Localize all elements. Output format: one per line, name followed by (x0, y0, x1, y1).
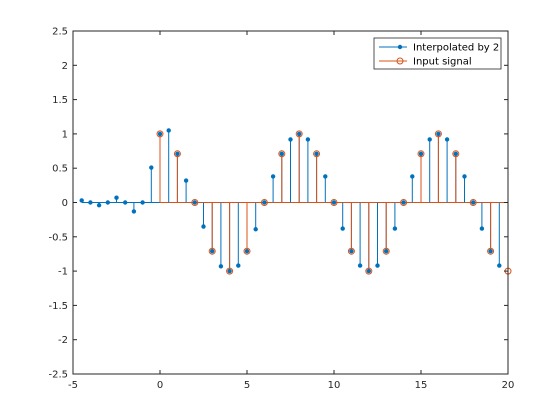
marker-series-1 (114, 195, 119, 200)
marker-series-2 (173, 150, 181, 158)
marker-series-1 (149, 165, 154, 170)
marker-series-2 (260, 199, 268, 206)
marker-series-1 (305, 137, 311, 142)
marker-series-1 (297, 131, 302, 137)
marker-series-1 (323, 174, 328, 179)
y-tick-label: 0 (62, 198, 68, 209)
y-tick-label: 0.5 (52, 164, 68, 175)
legend-box (373, 37, 502, 70)
marker-series-1 (340, 226, 345, 231)
y-tick-label: 2 (62, 61, 68, 72)
marker-series-1 (96, 203, 102, 208)
marker-series-2 (278, 150, 286, 158)
marker-series-1 (105, 200, 111, 205)
stems (81, 130, 509, 272)
marker-series-1 (262, 200, 267, 205)
marker-series-1 (436, 131, 441, 137)
x-tick-label: 20 (502, 380, 515, 391)
marker-series-1 (210, 249, 215, 254)
marker-series-1 (157, 131, 163, 137)
y-tick-label: -2 (58, 335, 68, 346)
legend-marker-input (396, 57, 404, 65)
x-tick-labels: -5 0 5 10 15 20 (68, 380, 514, 391)
x-tick-label: -5 (68, 380, 78, 391)
marker-series-1 (166, 128, 171, 133)
marker-series-1 (279, 151, 284, 156)
marker-series-1 (123, 200, 128, 205)
marker-series-1 (401, 200, 406, 205)
marker-series-1 (462, 174, 467, 179)
marker-series-1 (314, 151, 319, 156)
marker-series-1 (375, 263, 380, 268)
marker-series-2 (313, 150, 321, 158)
marker-series-1 (192, 200, 197, 205)
markers (79, 128, 512, 275)
marker-series-2 (226, 267, 234, 275)
marker-series-1 (201, 224, 206, 229)
marker-series-1 (236, 263, 241, 268)
marker-series-1 (253, 227, 258, 232)
marker-series-1 (453, 151, 458, 156)
legend-marker-interpolated (397, 44, 403, 50)
marker-series-2 (156, 130, 164, 138)
marker-series-1 (357, 263, 363, 268)
marker-series-2 (365, 267, 373, 275)
legend-label-input: Input signal (413, 57, 472, 68)
marker-series-1 (427, 137, 432, 142)
marker-series-2 (330, 199, 338, 206)
marker-series-2 (382, 247, 390, 255)
marker-series-1 (244, 249, 250, 254)
marker-series-1 (131, 209, 137, 214)
marker-series-1 (444, 137, 450, 142)
marker-series-2 (487, 247, 495, 255)
legend: Interpolated by 2 Input signal (373, 37, 502, 70)
y-tick-label: -1 (58, 267, 68, 278)
marker-series-2 (295, 130, 303, 138)
marker-series-1 (140, 200, 145, 205)
marker-series-2 (452, 150, 460, 158)
marker-series-2 (208, 247, 216, 255)
axis-ticks (72, 30, 509, 375)
y-tick-label: -2.5 (48, 370, 68, 381)
marker-series-1 (366, 268, 371, 274)
marker-series-1 (418, 151, 424, 156)
marker-series-2 (400, 199, 408, 206)
marker-series-1 (270, 174, 276, 179)
y-tick-label: 1.5 (52, 95, 68, 106)
y-tick-label: 2.5 (52, 27, 68, 38)
marker-series-2 (243, 247, 251, 255)
x-tick-label: 15 (415, 380, 428, 391)
marker-series-1 (175, 151, 180, 156)
marker-series-1 (79, 198, 84, 203)
marker-series-1 (349, 249, 354, 254)
marker-series-2 (434, 130, 442, 138)
marker-series-1 (331, 200, 337, 205)
y-tick-label: 1 (62, 129, 68, 140)
marker-series-2 (469, 199, 477, 206)
marker-series-1 (227, 268, 232, 274)
marker-series-1 (384, 249, 389, 254)
x-tick-label: 5 (244, 380, 250, 391)
marker-series-1 (497, 263, 502, 268)
y-tick-label: -0.5 (48, 232, 68, 243)
marker-series-1 (392, 226, 398, 231)
x-tick-label: 0 (157, 380, 163, 391)
legend-label-interpolated: Interpolated by 2 (413, 43, 499, 54)
marker-series-1 (288, 137, 293, 142)
y-tick-labels: -2.5 -2 -1.5 -1 -0.5 0 0.5 1 1.5 2 2.5 (48, 27, 68, 381)
marker-series-2 (347, 247, 355, 255)
y-tick-label: -1.5 (48, 301, 68, 312)
x-tick-label: 10 (328, 380, 341, 391)
marker-series-1 (479, 226, 485, 231)
marker-series-1 (410, 174, 415, 179)
marker-series-1 (218, 264, 224, 269)
marker-series-1 (183, 178, 189, 183)
marker-series-1 (488, 249, 493, 254)
marker-series-1 (471, 200, 476, 205)
marker-series-1 (88, 200, 93, 205)
marker-series-2 (417, 150, 425, 158)
marker-series-2 (191, 199, 199, 206)
